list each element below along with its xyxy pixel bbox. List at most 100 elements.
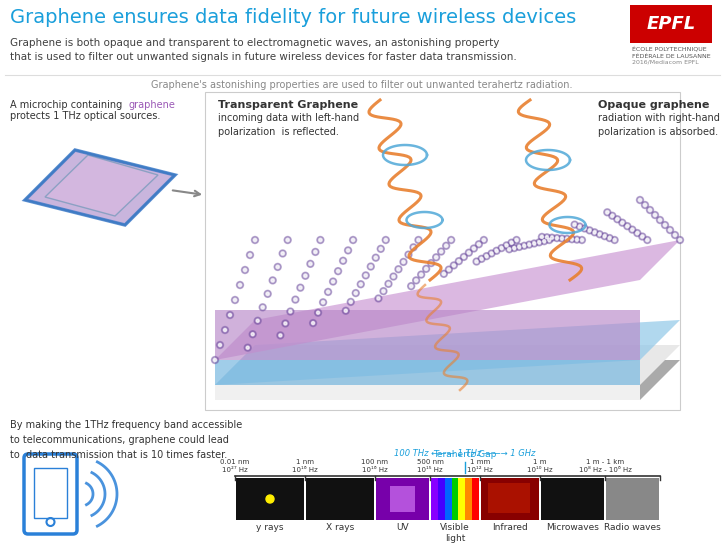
Circle shape (244, 268, 247, 272)
Circle shape (666, 227, 674, 233)
Circle shape (420, 273, 423, 276)
Circle shape (375, 295, 382, 302)
Circle shape (609, 212, 616, 219)
Circle shape (412, 246, 415, 249)
Circle shape (352, 290, 360, 296)
Circle shape (312, 248, 319, 256)
Circle shape (596, 230, 603, 238)
Circle shape (581, 225, 588, 232)
Circle shape (239, 283, 241, 286)
Polygon shape (215, 320, 680, 385)
Circle shape (493, 247, 500, 254)
Circle shape (450, 262, 457, 269)
Circle shape (614, 216, 621, 223)
Circle shape (528, 243, 531, 246)
Circle shape (415, 237, 422, 243)
Circle shape (368, 263, 374, 270)
Circle shape (647, 206, 653, 214)
Polygon shape (215, 360, 640, 385)
Text: A microchip containing: A microchip containing (10, 100, 125, 110)
Bar (376, 478, 429, 520)
Bar (34, 468, 67, 518)
Circle shape (593, 231, 596, 234)
Circle shape (382, 290, 385, 292)
Circle shape (284, 322, 287, 325)
Circle shape (269, 277, 276, 284)
Circle shape (639, 233, 646, 240)
Text: graphene: graphene (129, 100, 175, 110)
Circle shape (247, 346, 249, 349)
Circle shape (319, 238, 322, 242)
Circle shape (274, 263, 281, 271)
Circle shape (226, 311, 233, 319)
Circle shape (533, 242, 536, 245)
Circle shape (563, 235, 571, 242)
Circle shape (619, 219, 626, 226)
Circle shape (507, 248, 510, 251)
Circle shape (471, 245, 477, 252)
FancyBboxPatch shape (205, 92, 680, 410)
Circle shape (631, 228, 634, 231)
Circle shape (455, 258, 463, 264)
Circle shape (624, 223, 631, 230)
Bar (390, 486, 415, 512)
Text: UV: UV (396, 523, 409, 532)
FancyBboxPatch shape (630, 5, 712, 43)
Circle shape (586, 227, 593, 234)
Circle shape (266, 292, 269, 295)
Text: 0.01 nm
10²⁷ Hz: 0.01 nm 10²⁷ Hz (220, 459, 249, 473)
Circle shape (653, 214, 657, 217)
Circle shape (325, 288, 331, 295)
Circle shape (347, 249, 349, 252)
Circle shape (644, 204, 647, 206)
Circle shape (304, 275, 307, 277)
Circle shape (642, 201, 648, 209)
Polygon shape (215, 385, 640, 400)
Circle shape (342, 307, 349, 314)
Polygon shape (25, 150, 175, 225)
Circle shape (349, 237, 357, 243)
Circle shape (317, 237, 324, 243)
Circle shape (508, 239, 515, 246)
Circle shape (637, 196, 644, 204)
Circle shape (307, 261, 314, 267)
Circle shape (236, 281, 244, 288)
Circle shape (251, 333, 254, 336)
Circle shape (387, 282, 390, 285)
Circle shape (648, 209, 652, 211)
Text: incoming data with left-hand
polarization  is reflected.: incoming data with left-hand polarizatio… (218, 113, 359, 137)
Circle shape (228, 314, 231, 316)
Text: By making the 1THz frequency band accessible
to telecommunications, graphene cou: By making the 1THz frequency band access… (10, 420, 242, 460)
Text: y rays: y rays (256, 523, 283, 532)
Circle shape (571, 238, 573, 240)
Circle shape (281, 252, 284, 255)
Text: Visible
light: Visible light (440, 523, 470, 543)
Circle shape (372, 254, 379, 261)
Circle shape (252, 237, 259, 243)
Circle shape (223, 329, 226, 331)
Circle shape (314, 251, 317, 253)
Bar (452, 478, 458, 520)
Circle shape (636, 232, 639, 234)
Circle shape (553, 234, 560, 242)
Circle shape (254, 318, 261, 324)
Circle shape (360, 283, 362, 286)
Circle shape (661, 222, 668, 228)
Circle shape (254, 238, 257, 242)
Text: EPFL: EPFL (647, 15, 695, 33)
Circle shape (476, 240, 482, 248)
Circle shape (616, 218, 619, 221)
Circle shape (339, 257, 347, 264)
Text: 1 m - 1 km
10⁸ Hz - 10⁶ Hz: 1 m - 1 km 10⁸ Hz - 10⁶ Hz (579, 459, 631, 473)
Bar (458, 478, 465, 520)
Circle shape (598, 233, 601, 235)
Circle shape (355, 292, 357, 295)
Circle shape (555, 237, 558, 239)
Circle shape (482, 238, 485, 242)
Circle shape (521, 242, 528, 249)
Circle shape (418, 271, 425, 278)
Circle shape (217, 341, 223, 349)
Circle shape (261, 306, 264, 309)
Circle shape (663, 224, 666, 227)
Bar (376, 478, 429, 520)
